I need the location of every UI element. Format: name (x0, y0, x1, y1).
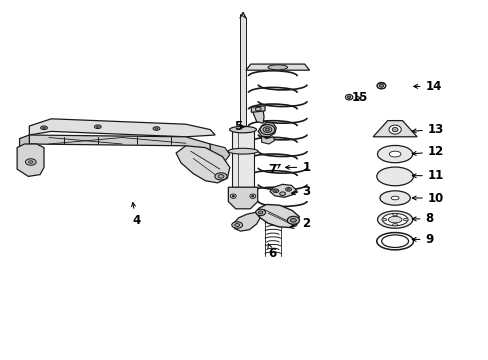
Ellipse shape (229, 126, 256, 133)
Polygon shape (176, 146, 229, 183)
Ellipse shape (285, 188, 291, 191)
Polygon shape (233, 212, 260, 231)
Ellipse shape (94, 125, 101, 129)
Ellipse shape (218, 175, 224, 178)
Polygon shape (20, 135, 29, 151)
Ellipse shape (230, 194, 236, 198)
Ellipse shape (41, 126, 47, 130)
Ellipse shape (286, 189, 289, 190)
Ellipse shape (379, 84, 383, 87)
Text: 10: 10 (411, 192, 443, 204)
Text: 7: 7 (267, 163, 280, 176)
Ellipse shape (153, 127, 160, 130)
Ellipse shape (260, 125, 274, 135)
Ellipse shape (25, 159, 36, 165)
Ellipse shape (392, 213, 397, 216)
Ellipse shape (274, 190, 276, 192)
Ellipse shape (231, 222, 242, 228)
Ellipse shape (382, 213, 407, 226)
Polygon shape (29, 135, 210, 152)
Ellipse shape (255, 107, 261, 111)
Text: 13: 13 (411, 123, 443, 136)
Text: 9: 9 (411, 233, 433, 246)
Ellipse shape (96, 126, 99, 127)
Ellipse shape (392, 223, 397, 226)
Ellipse shape (391, 127, 397, 132)
Ellipse shape (155, 128, 158, 129)
Ellipse shape (227, 148, 258, 154)
Ellipse shape (263, 127, 271, 132)
Ellipse shape (28, 161, 33, 163)
Text: 6: 6 (267, 244, 276, 260)
Text: 15: 15 (351, 91, 367, 104)
Ellipse shape (287, 216, 299, 224)
Ellipse shape (390, 196, 398, 200)
Text: 4: 4 (131, 203, 140, 227)
Ellipse shape (376, 167, 412, 186)
Polygon shape (253, 106, 264, 123)
Polygon shape (372, 121, 416, 137)
Ellipse shape (290, 219, 296, 222)
Text: 8: 8 (411, 212, 433, 225)
Ellipse shape (376, 82, 385, 89)
Polygon shape (251, 106, 264, 112)
Ellipse shape (388, 125, 401, 134)
Polygon shape (210, 144, 229, 161)
Ellipse shape (266, 215, 279, 217)
Ellipse shape (265, 128, 269, 131)
Ellipse shape (272, 189, 278, 193)
Ellipse shape (249, 194, 255, 198)
Polygon shape (228, 187, 257, 209)
Ellipse shape (260, 214, 285, 219)
Polygon shape (245, 64, 309, 70)
Text: 3: 3 (291, 185, 310, 198)
Ellipse shape (345, 95, 352, 100)
Polygon shape (258, 122, 276, 137)
Ellipse shape (377, 211, 412, 228)
Polygon shape (17, 144, 44, 176)
Ellipse shape (379, 191, 409, 205)
Ellipse shape (388, 151, 400, 157)
Ellipse shape (251, 195, 254, 197)
Text: 12: 12 (411, 145, 443, 158)
Text: 1: 1 (285, 161, 310, 174)
Text: 2: 2 (289, 217, 310, 230)
Ellipse shape (387, 216, 401, 223)
Polygon shape (261, 136, 274, 144)
Polygon shape (255, 204, 299, 228)
Ellipse shape (42, 127, 45, 129)
Text: 5: 5 (233, 120, 244, 133)
Ellipse shape (215, 173, 226, 180)
Polygon shape (29, 119, 215, 137)
Polygon shape (232, 130, 253, 187)
Text: 11: 11 (411, 169, 443, 182)
Ellipse shape (267, 65, 287, 70)
Polygon shape (269, 184, 296, 197)
Polygon shape (240, 14, 245, 130)
Ellipse shape (231, 195, 234, 197)
Ellipse shape (258, 211, 263, 214)
Text: 14: 14 (413, 80, 441, 93)
Ellipse shape (381, 218, 386, 221)
Ellipse shape (346, 96, 350, 99)
Ellipse shape (403, 218, 407, 221)
Ellipse shape (255, 209, 265, 216)
Ellipse shape (279, 192, 285, 195)
Ellipse shape (377, 145, 412, 163)
Ellipse shape (234, 224, 239, 226)
